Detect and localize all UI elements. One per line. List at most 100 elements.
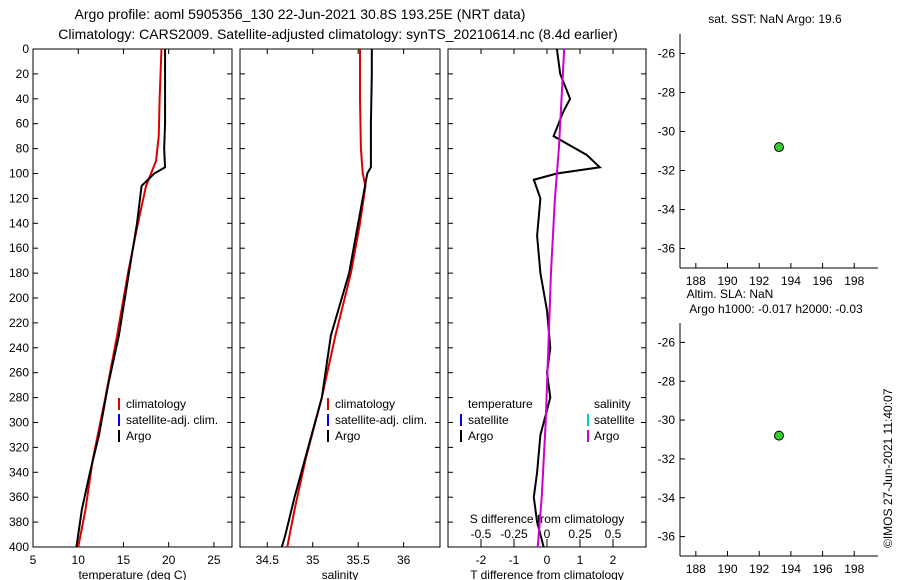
y-tick-label: 300 bbox=[9, 416, 29, 430]
title-line-1: Argo profile: aoml 5905356_130 22-Jun-20… bbox=[75, 6, 526, 22]
legend-s-satellite-label: satellite bbox=[594, 413, 635, 427]
y-tick-label: 200 bbox=[9, 291, 29, 305]
axes-frame bbox=[32, 48, 233, 548]
title-line-2: Climatology: CARS2009. Satellite-adjuste… bbox=[58, 26, 618, 42]
x2-tick-label: 0.5 bbox=[605, 527, 622, 541]
x-tick-label: 194 bbox=[781, 274, 801, 288]
legend-satellite-label: satellite-adj. clim. bbox=[126, 413, 218, 427]
y-tick-label: -32 bbox=[658, 164, 676, 178]
y-tick-label: -26 bbox=[658, 335, 676, 349]
sst-map-title: sat. SST: NaN Argo: 19.6 bbox=[708, 12, 842, 26]
legend-t-argo-label: Argo bbox=[468, 429, 494, 443]
x2-tick-label: 0.25 bbox=[568, 527, 592, 541]
x-tick-label: -1 bbox=[509, 553, 520, 567]
argo-location-marker bbox=[774, 142, 784, 153]
x-tick-label: 25 bbox=[207, 553, 221, 567]
y-tick-label: -30 bbox=[658, 413, 676, 427]
y-tick-label: 140 bbox=[9, 216, 29, 230]
x-tick-label: 5 bbox=[30, 553, 37, 567]
x-tick-label: 35 bbox=[306, 553, 320, 567]
sst-map-panel: -26 -28 -30 -32 -34 -36 188 190 192 194 196 198 bbox=[658, 34, 878, 288]
y-tick-label: 400 bbox=[9, 540, 29, 554]
axes-frame bbox=[447, 48, 647, 548]
y-tick-label: 40 bbox=[16, 92, 30, 106]
x-tick-label: 2 bbox=[610, 553, 617, 567]
y-tick-label: 80 bbox=[16, 142, 30, 156]
argo-location-marker bbox=[774, 430, 784, 441]
y-tick-label: 120 bbox=[9, 191, 29, 205]
y-tick-label: 160 bbox=[9, 241, 29, 255]
x-tick-label: 196 bbox=[813, 562, 833, 576]
x-tick-label: 34.5 bbox=[256, 553, 280, 567]
y-tick-label: 220 bbox=[9, 316, 29, 330]
sla-map-title-1: Altim. SLA: NaN bbox=[687, 287, 774, 301]
legend-argo-label: Argo bbox=[126, 429, 152, 443]
x-axis-label: T difference from climatology bbox=[470, 568, 624, 580]
difference-panel: -2 -1 0 1 2T difference from climatology S di… bbox=[447, 48, 647, 580]
x-tick-label: 196 bbox=[813, 274, 833, 288]
y-tick-label: 260 bbox=[9, 366, 29, 380]
series-line-s-diff--argo- bbox=[536, 48, 566, 548]
y-tick-label: 100 bbox=[9, 167, 29, 181]
x2-tick-label: 0 bbox=[544, 527, 551, 541]
x-tick-label: 15 bbox=[117, 553, 131, 567]
salinity-panel: 34.5 35 35.5 36 salinity bbox=[239, 48, 441, 580]
y-tick-label: 20 bbox=[16, 67, 30, 81]
temperature-legend: climatology satellite-adj. clim. Argo bbox=[118, 397, 218, 443]
legend-s-argo-label: Argo bbox=[594, 429, 620, 443]
legend-salinity-heading: salinity bbox=[594, 397, 631, 411]
x-tick-label: 192 bbox=[749, 562, 769, 576]
series-line-climatology bbox=[286, 49, 367, 548]
x-axis-label: salinity bbox=[322, 568, 359, 580]
series-line-argo bbox=[75, 49, 167, 548]
x-tick-label: 198 bbox=[844, 274, 864, 288]
y-tick-label: -26 bbox=[658, 47, 676, 61]
x-tick-label: 0 bbox=[544, 553, 551, 567]
x-tick-label: 192 bbox=[749, 274, 769, 288]
y-tick-label: -28 bbox=[658, 374, 676, 388]
y-tick-label: -34 bbox=[658, 491, 676, 505]
y-tick-label: 340 bbox=[9, 465, 29, 479]
x-tick-label: 198 bbox=[844, 562, 864, 576]
x-tick-label: 20 bbox=[162, 553, 176, 567]
y-tick-label: 180 bbox=[9, 266, 29, 280]
difference-legend: temperature satellite Argo salinity sate… bbox=[460, 397, 635, 443]
x-tick-label: -2 bbox=[476, 553, 487, 567]
y-tick-label: 240 bbox=[9, 341, 29, 355]
legend-temperature-heading: temperature bbox=[468, 397, 533, 411]
y-tick-label: -36 bbox=[658, 530, 676, 544]
legend-climatology-label: climatology bbox=[126, 397, 186, 411]
y-tick-label: -34 bbox=[658, 203, 676, 217]
x-tick-label: 188 bbox=[686, 274, 706, 288]
x-axis-label: temperature (deg C) bbox=[78, 568, 186, 580]
x-tick-label: 190 bbox=[718, 274, 738, 288]
legend-satellite-label: satellite-adj. clim. bbox=[335, 413, 427, 427]
sla-map-panel: -26 -28 -30 -32 -34 -36 188 190 192 194 196 198 bbox=[658, 323, 878, 576]
axes-frame bbox=[239, 48, 441, 548]
x-tick-label: 194 bbox=[781, 562, 801, 576]
y-tick-label: 380 bbox=[9, 515, 29, 529]
temperature-panel: 0 20 40 60 80 100 120 140 160 180 200 220 240 260 280 3… bbox=[9, 42, 233, 580]
legend-t-satellite-label: satellite bbox=[468, 413, 509, 427]
sla-map-title-2: Argo h1000: -0.017 h2000: -0.03 bbox=[689, 302, 863, 316]
x-tick-label: 188 bbox=[686, 562, 706, 576]
x2-tick-label: -0.5 bbox=[471, 527, 492, 541]
x-tick-label: 190 bbox=[718, 562, 738, 576]
y-tick-label: 360 bbox=[9, 490, 29, 504]
series-line-argo bbox=[280, 49, 373, 548]
x-tick-label: 1 bbox=[577, 553, 584, 567]
x2-tick-label: -0.25 bbox=[500, 527, 528, 541]
legend-climatology-label: climatology bbox=[335, 397, 395, 411]
imos-credit: ©IMOS 27-Jun-2021 11:40:07 bbox=[881, 388, 895, 548]
x-tick-label: 35.5 bbox=[347, 553, 371, 567]
y-tick-label: -32 bbox=[658, 452, 676, 466]
y-tick-label: 0 bbox=[22, 42, 29, 56]
y-tick-label: 280 bbox=[9, 391, 29, 405]
legend-argo-label: Argo bbox=[335, 429, 361, 443]
y-tick-label: -30 bbox=[658, 125, 676, 139]
x2-axis-label: S difference from climatology bbox=[470, 512, 625, 526]
y-tick-label: -36 bbox=[658, 242, 676, 256]
y-tick-label: 320 bbox=[9, 440, 29, 454]
salinity-legend: climatology satellite-adj. clim. Argo bbox=[327, 397, 427, 443]
